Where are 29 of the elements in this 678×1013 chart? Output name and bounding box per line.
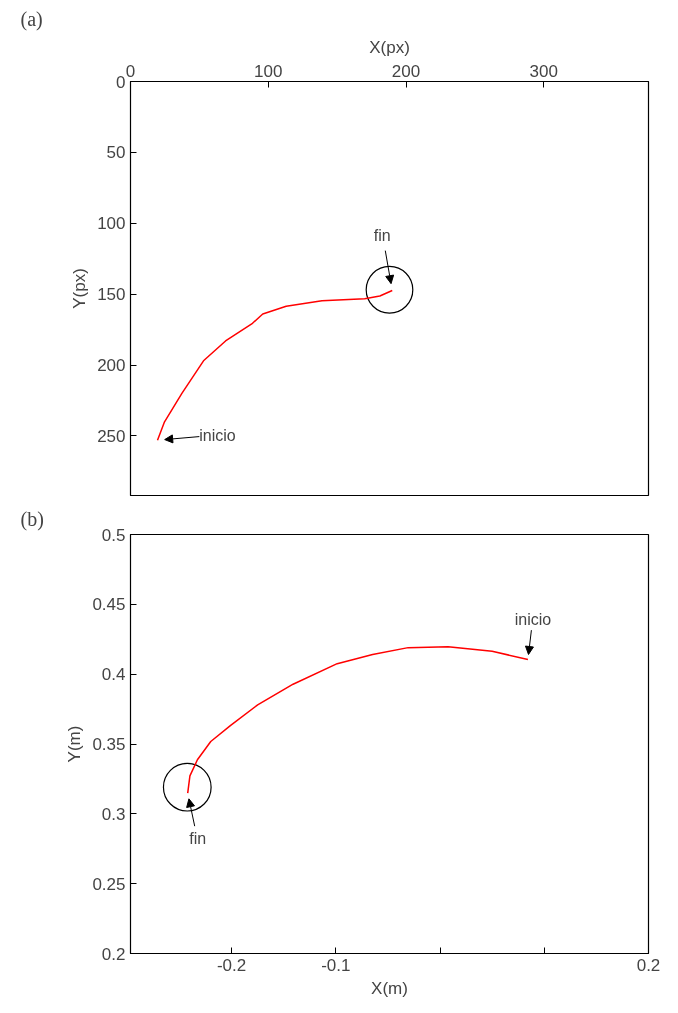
line-series [186,645,529,794]
x-tick-label: 300 [529,61,558,81]
y-tick-label: 0.25 [92,874,126,894]
x-tick-label: -0.2 [216,955,247,975]
annotation: inicio [199,426,236,444]
chart-title: (b) [20,507,44,531]
x-tick-label: -0.1 [321,955,351,975]
line-series [156,289,394,441]
y-tick-label: 0.3 [101,804,126,824]
x-tick-label: 100 [254,61,283,81]
y-tick-label: 0.35 [92,735,126,754]
x-tick-label: 0.2 [636,955,661,975]
y-tick-label: 200 [97,356,126,376]
y-tick-label: 0.45 [92,595,126,615]
x-axis-title: X(m) [371,978,408,998]
y-tick-label: 0.5 [101,525,126,545]
y-axis-title: Y(m) [65,725,85,763]
y-tick-label: 150 [97,285,126,305]
y-tick-label: 250 [97,426,126,446]
y-axis-title: Y(px) [70,268,90,309]
chart-title: (a) [20,7,43,31]
x-axis-title: X(px) [369,37,410,57]
x-tick-label: 200 [391,61,421,81]
y-tick-label: 50 [106,143,126,163]
y-tick-label: 100 [97,214,126,234]
annotation: fin [373,226,391,244]
y-tick-label: 0.4 [101,665,126,685]
annotation: fin [189,829,207,847]
annotation: inicio [514,611,552,628]
